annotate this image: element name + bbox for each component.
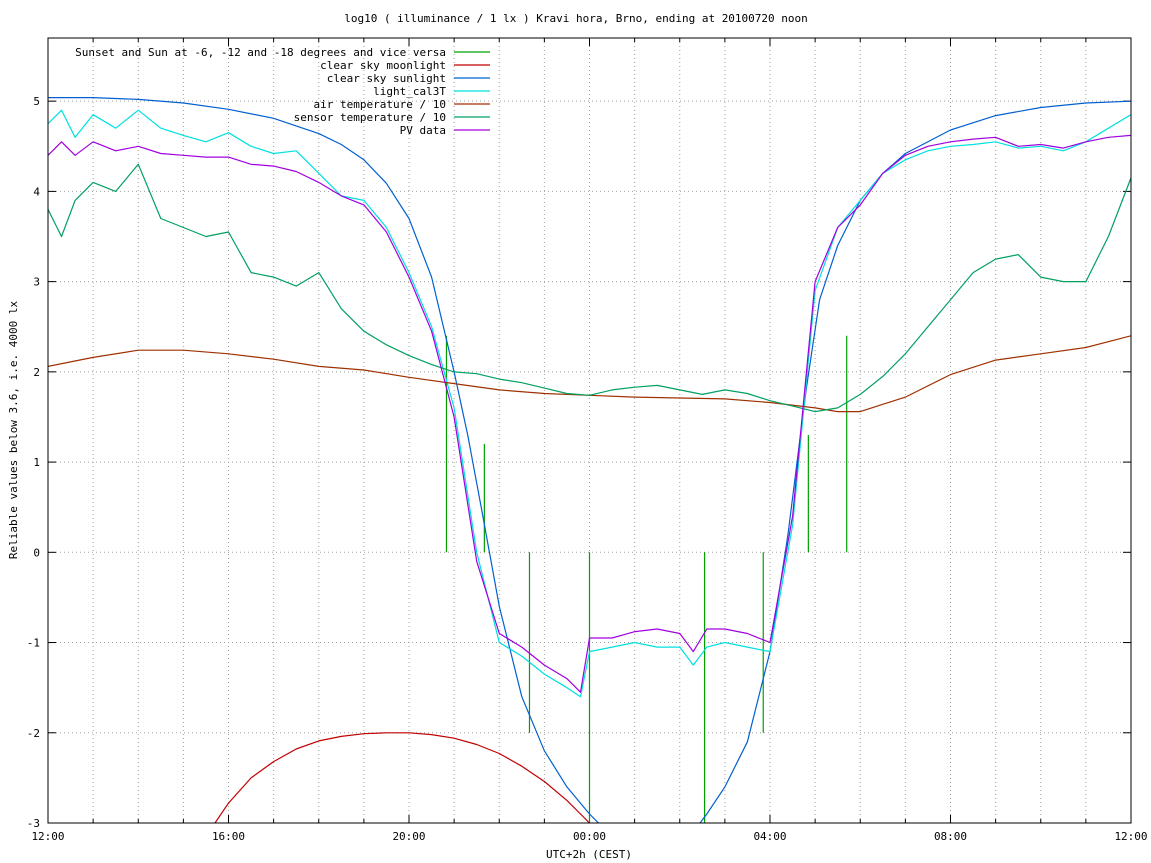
x-tick-label: 12:00 [1114,830,1147,843]
x-axis-label: UTC+2h (CEST) [546,848,632,861]
x-tick-label: 12:00 [31,830,64,843]
grid [48,38,1131,823]
series-clear-sky-moonlight [214,732,590,823]
series-sunset-and-sun-at-6-12-and-18-degrees-and-vice-versa [445,335,848,823]
legend-label: sensor temperature / 10 [294,111,446,124]
legend-label: clear sky moonlight [320,59,446,72]
series-air-temperature-10 [48,335,1131,413]
y-tick-label: 2 [33,366,40,379]
y-axis-label: Reliable values below 3.6, i.e. 4000 lx [7,300,20,559]
series-pv-data [48,134,1131,693]
series-sensor-temperature-10 [48,163,1131,413]
series-line [48,109,1131,698]
series-light-cal3t [48,109,1131,698]
x-tick-label: 16:00 [212,830,245,843]
series-line [48,163,1131,413]
legend: Sunset and Sun at -6, -12 and -18 degree… [75,46,490,137]
y-tick-label: -3 [27,817,40,830]
legend-label: clear sky sunlight [327,72,446,85]
series-line [214,732,590,823]
legend-label: light_cal3T [373,85,446,98]
y-tick-label: 3 [33,276,40,289]
x-tick-labels: 12:00 16:00 20:00 00:00 04:00 08:00 12:00 [31,830,1147,843]
series-line [48,134,1131,693]
plot-frame [47,37,1132,824]
x-tick-label: 04:00 [753,830,786,843]
legend-label: PV data [400,124,446,137]
chart-title: log10 ( illuminance / 1 lx ) Kravi hora,… [344,12,808,25]
x-tick-label: 00:00 [573,830,606,843]
legend-label: air temperature / 10 [314,98,446,111]
y-tick-labels: -3 -2 -1 0 1 2 3 4 5 [27,95,41,830]
series [48,97,1131,823]
x-tick-label: 08:00 [934,830,967,843]
y-tick-label: 0 [33,546,40,559]
series-line [48,335,1131,413]
x-tick-label: 20:00 [392,830,425,843]
y-tick-label: -1 [27,637,40,650]
legend-label: Sunset and Sun at -6, -12 and -18 degree… [75,46,446,59]
y-tick-label: 5 [33,95,40,108]
y-tick-label: 1 [33,456,40,469]
y-tick-label: 4 [33,185,40,198]
y-tick-label: -2 [27,727,40,740]
